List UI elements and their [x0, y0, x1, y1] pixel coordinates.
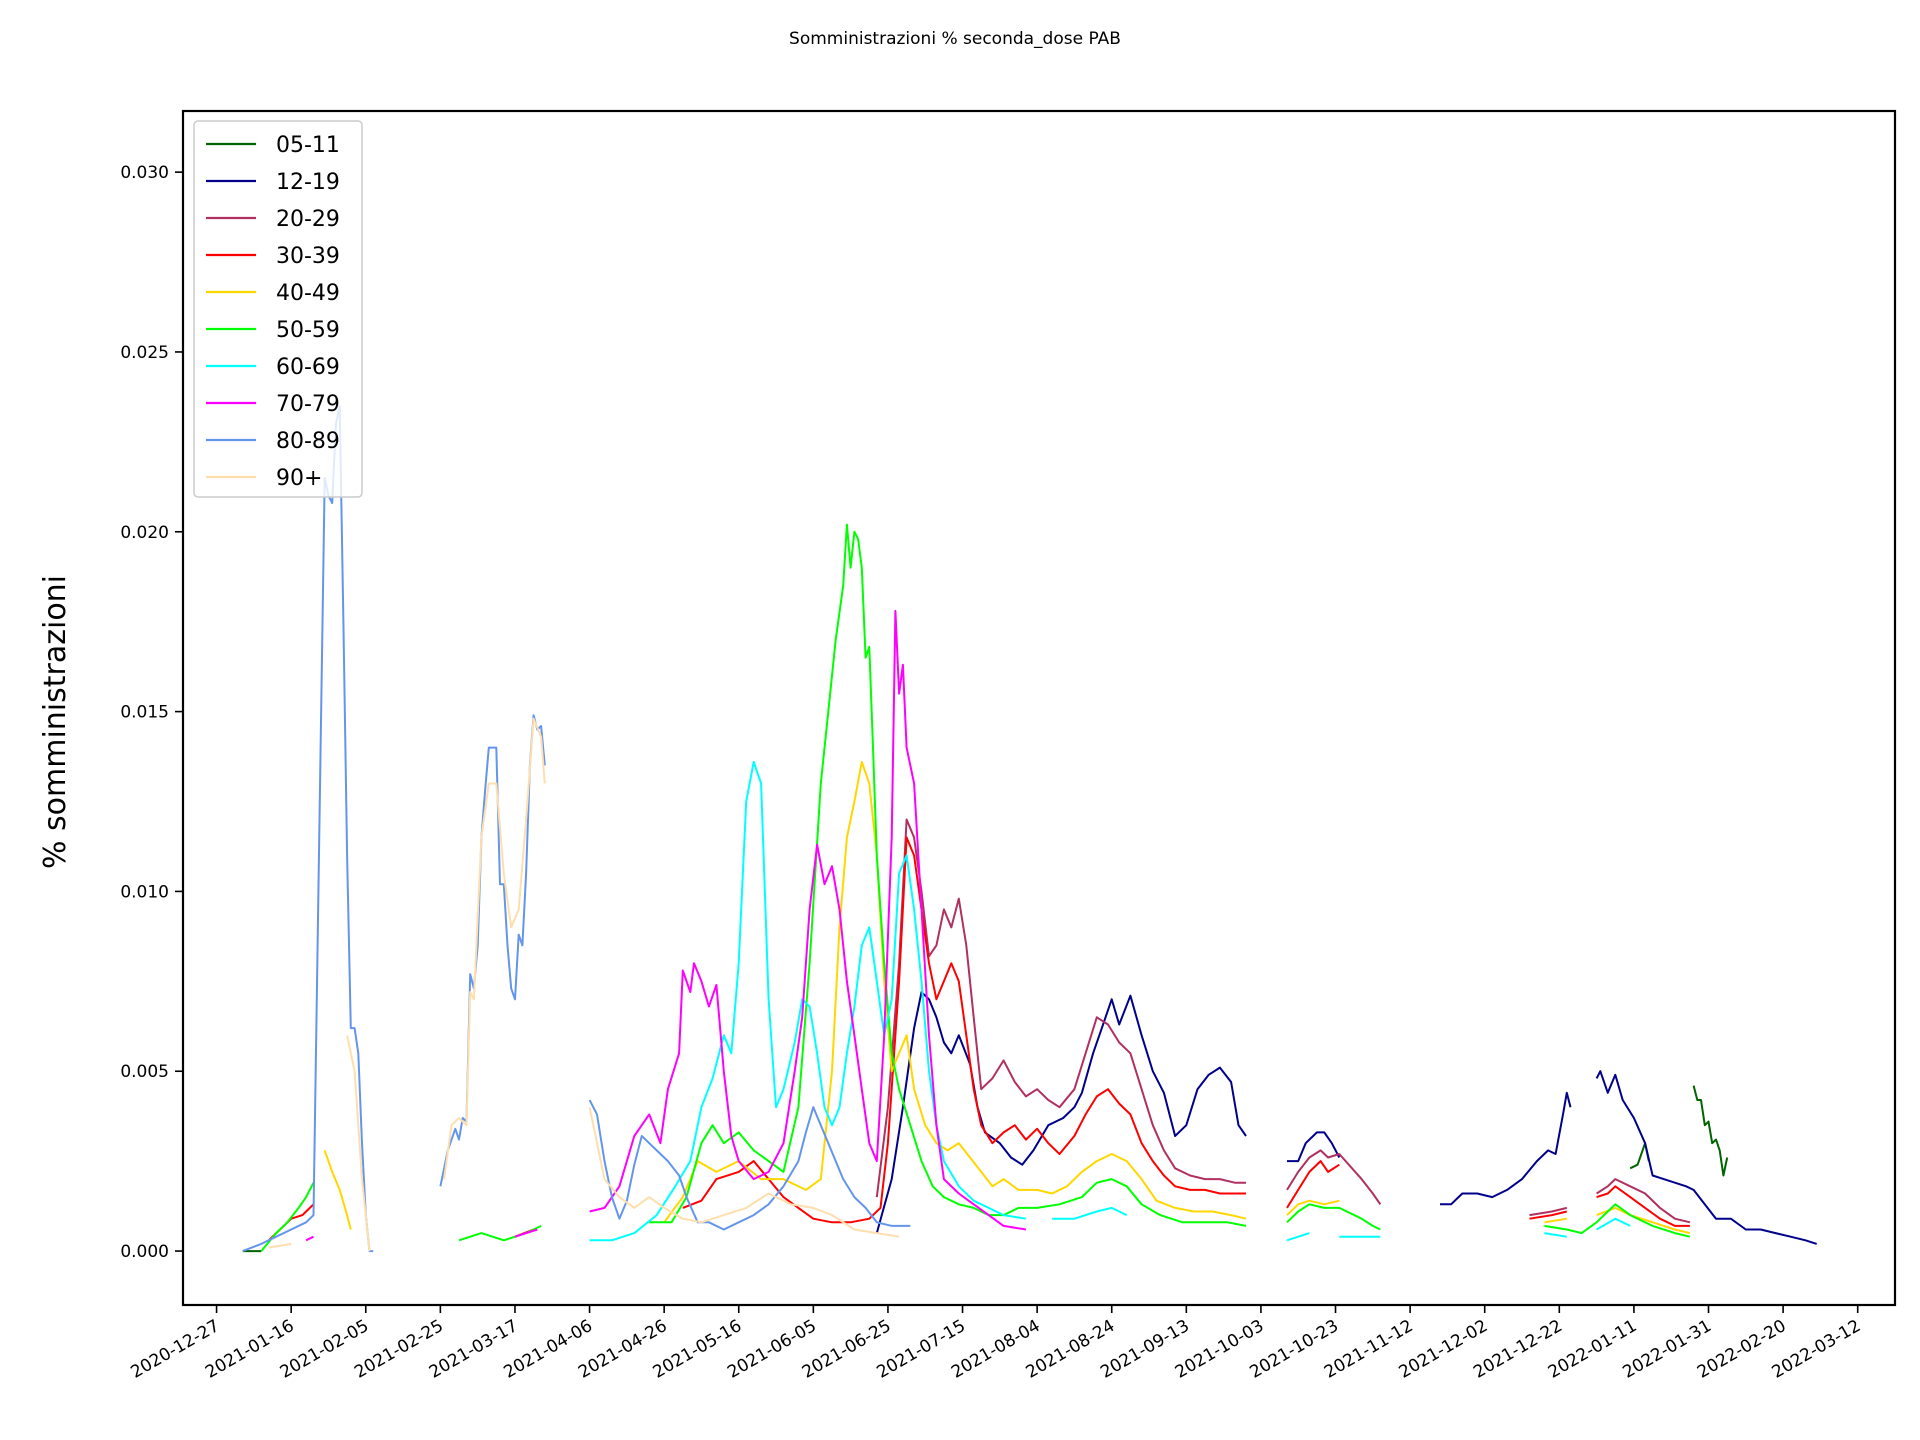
y-tick-label: 0.005: [120, 1062, 169, 1082]
series-20-29: [875, 818, 1691, 1224]
y-axis: 0.000 0.005 0.010 0.015 0.020 0.025 0.030: [120, 163, 183, 1262]
y-tick-label: 0.010: [120, 882, 169, 902]
series-line-20-29: [1529, 1206, 1568, 1217]
series-line-40-49: [323, 1150, 352, 1230]
legend: 05-11 12-19 20-29 30-39 40-49 50-59 60-69 70-79…: [193, 120, 363, 498]
legend-label-60-69: 60-69: [276, 355, 340, 380]
series-line-70-79: [589, 609, 1027, 1231]
series-line-30-39: [1596, 1185, 1690, 1227]
series-line-12-19: [1595, 1070, 1818, 1245]
legend-label-70-79: 70-79: [276, 392, 340, 417]
series-line-70-79: [305, 1235, 314, 1242]
series-line-90+: [268, 1242, 292, 1249]
series-line-40-49: [1544, 1217, 1567, 1224]
series-line-12-19: [1287, 1131, 1341, 1163]
series-line-30-39: [1529, 1210, 1568, 1220]
series-line-12-19: [875, 991, 1247, 1234]
legend-label-80-89: 80-89: [276, 429, 340, 454]
series-line-80-89: [588, 1099, 911, 1231]
series-line-05-11: [1692, 1085, 1729, 1177]
chart-title: Somministrazioni % seconda_dose PAB: [789, 29, 1121, 49]
series-line-60-69: [1596, 1217, 1631, 1231]
series-40-49: [323, 760, 1691, 1235]
legend-label-40-49: 40-49: [276, 281, 340, 306]
series-line-60-69: [1052, 1206, 1128, 1220]
series-line-60-69: [1544, 1232, 1567, 1238]
legend-label-30-39: 30-39: [276, 244, 340, 269]
legend-label-12-19: 12-19: [276, 170, 340, 195]
series-90+: [268, 717, 900, 1252]
series-line-70-79: [514, 1228, 538, 1238]
series-12-19: [875, 991, 1818, 1245]
series-line-40-49: [663, 760, 1247, 1223]
series-line-50-59: [1286, 1203, 1381, 1231]
series-line-20-29: [875, 818, 1246, 1198]
series-line-30-39: [682, 836, 1246, 1224]
series-line-30-39: [1286, 1160, 1340, 1209]
series-line-50-59: [1544, 1203, 1691, 1238]
y-tick-label: 0.000: [120, 1242, 169, 1262]
series-line-12-19: [1440, 1091, 1572, 1206]
y-tick-label: 0.030: [120, 163, 169, 183]
legend-label-50-59: 50-59: [276, 318, 340, 343]
y-tick-label: 0.020: [120, 523, 169, 543]
series-60-69: [589, 760, 1631, 1242]
series-line-60-69: [1286, 1232, 1310, 1242]
series-70-79: [305, 609, 1027, 1242]
y-tick-label: 0.015: [120, 703, 169, 723]
series-line-60-69: [589, 760, 1027, 1242]
series-line-40-49: [1596, 1206, 1691, 1235]
y-tick-label: 0.025: [120, 343, 169, 363]
legend-label-90+: 90+: [276, 466, 322, 491]
series-layer: [242, 404, 1818, 1253]
series-line-90+: [588, 1106, 900, 1238]
series-line-40-49: [1286, 1199, 1340, 1216]
plot-frame: [181, 109, 1897, 1307]
series-line-90+: [346, 1035, 371, 1252]
series-line-50-59: [260, 1182, 315, 1252]
y-axis-label: % somministrazioni: [38, 575, 73, 869]
series-line-50-59: [649, 523, 1247, 1227]
legend-label-05-11: 05-11: [276, 133, 340, 158]
series-line-90+: [443, 717, 546, 1180]
series-line-20-29: [1286, 1149, 1382, 1205]
series-line-20-29: [1596, 1178, 1691, 1224]
legend-label-20-29: 20-29: [276, 207, 340, 232]
